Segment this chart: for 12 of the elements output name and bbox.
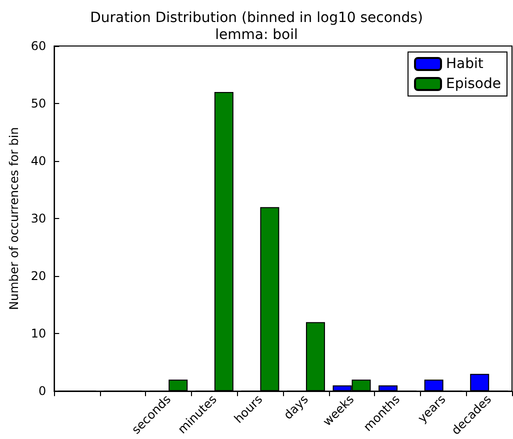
y-tick-label: 50 (30, 96, 46, 111)
legend-label: Habit (446, 56, 484, 72)
y-tick-label: 40 (30, 154, 46, 168)
y-tick-label: 20 (30, 269, 46, 284)
y-tick-label: 0 (38, 384, 46, 398)
y-tick-label: 30 (30, 212, 46, 226)
y-axis-title: Number of occurrences for bin (7, 127, 21, 310)
legend-label: Episode (446, 76, 502, 92)
y-tick-label: 10 (30, 326, 46, 341)
chart-subtitle: lemma: boil (215, 27, 298, 43)
chart-title: Duration Distribution (binned in log10 seconds) (90, 10, 423, 26)
y-tick-label: 60 (30, 39, 46, 53)
